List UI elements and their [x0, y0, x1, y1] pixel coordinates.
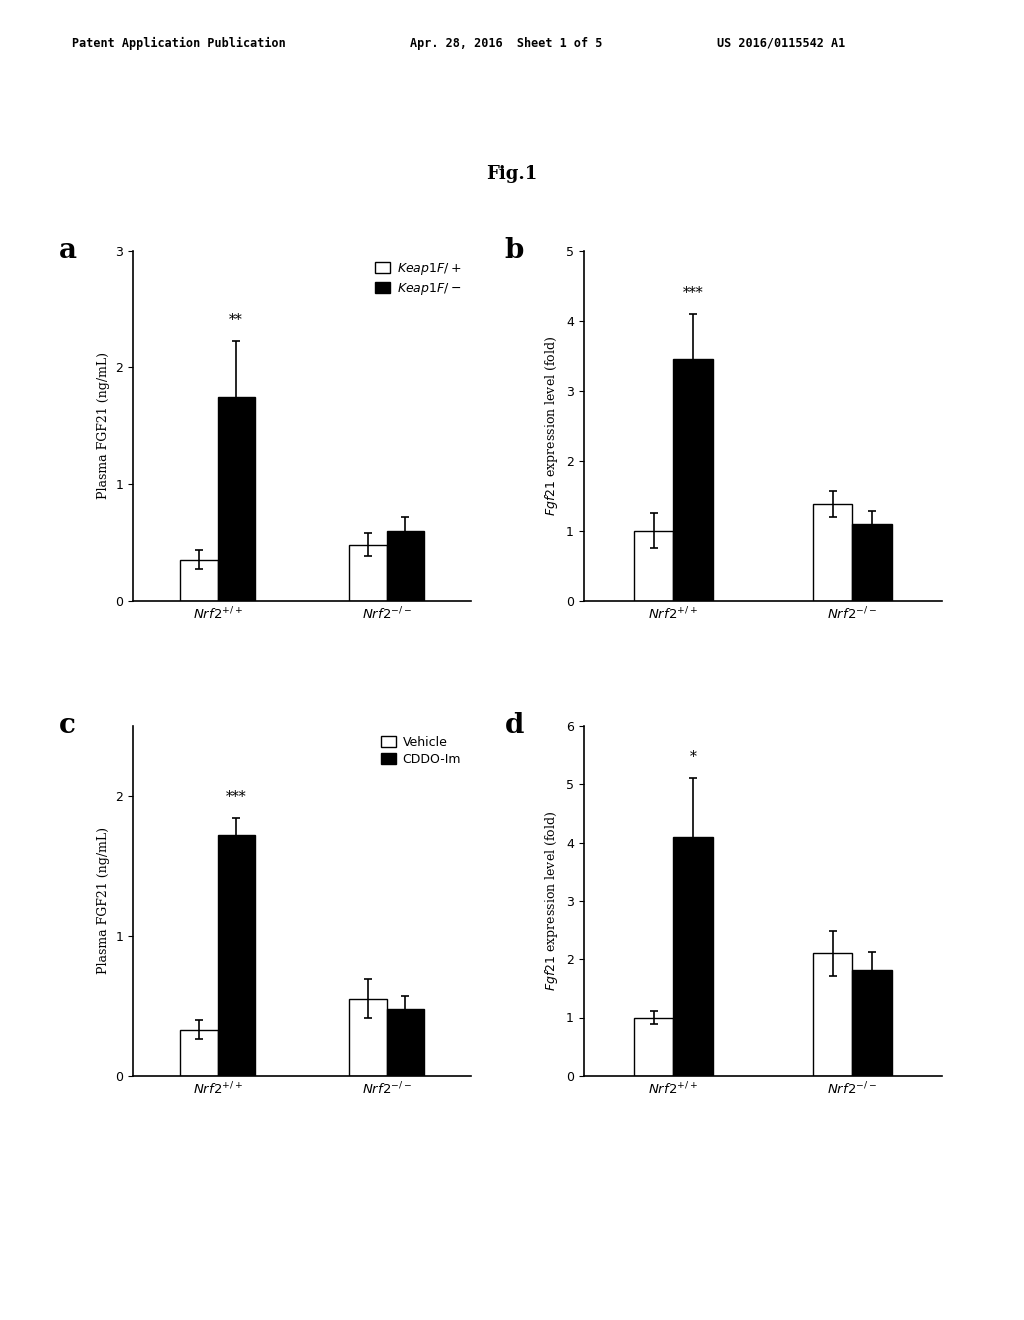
- Y-axis label: Plasma FGF21 (ng/mL): Plasma FGF21 (ng/mL): [97, 828, 110, 974]
- Text: a: a: [58, 236, 77, 264]
- Text: **: **: [229, 313, 243, 326]
- Legend: $\it{Keap1F/+}$, $\it{Keap1F/-}$: $\it{Keap1F/+}$, $\it{Keap1F/-}$: [372, 257, 465, 300]
- Text: b: b: [505, 236, 524, 264]
- Bar: [852, 970, 892, 1076]
- Text: Fig.1: Fig.1: [486, 165, 538, 183]
- Text: d: d: [505, 711, 524, 739]
- Bar: [634, 1018, 674, 1076]
- Bar: [634, 531, 674, 601]
- Text: ***: ***: [683, 285, 703, 300]
- Text: US 2016/0115542 A1: US 2016/0115542 A1: [717, 37, 845, 50]
- Bar: [218, 396, 255, 601]
- Y-axis label: $\it{Fgf21}$ expression level (fold): $\it{Fgf21}$ expression level (fold): [544, 810, 560, 991]
- Bar: [218, 836, 255, 1076]
- Bar: [813, 504, 852, 601]
- Text: *: *: [689, 751, 696, 764]
- Bar: [813, 953, 852, 1076]
- Bar: [852, 524, 892, 601]
- Text: ***: ***: [226, 791, 247, 804]
- Y-axis label: Plasma FGF21 (ng/mL): Plasma FGF21 (ng/mL): [97, 352, 110, 499]
- Bar: [349, 545, 387, 601]
- Text: Apr. 28, 2016  Sheet 1 of 5: Apr. 28, 2016 Sheet 1 of 5: [410, 37, 602, 50]
- Text: c: c: [58, 711, 76, 739]
- Bar: [349, 999, 387, 1076]
- Y-axis label: $\it{Fgf21}$ expression level (fold): $\it{Fgf21}$ expression level (fold): [544, 335, 560, 516]
- Bar: [674, 837, 713, 1076]
- Bar: [674, 359, 713, 601]
- Bar: [387, 1008, 424, 1076]
- Bar: [180, 1030, 218, 1076]
- Legend: Vehicle, CDDO-Im: Vehicle, CDDO-Im: [378, 733, 465, 770]
- Bar: [180, 560, 218, 601]
- Bar: [387, 531, 424, 601]
- Text: Patent Application Publication: Patent Application Publication: [72, 37, 286, 50]
